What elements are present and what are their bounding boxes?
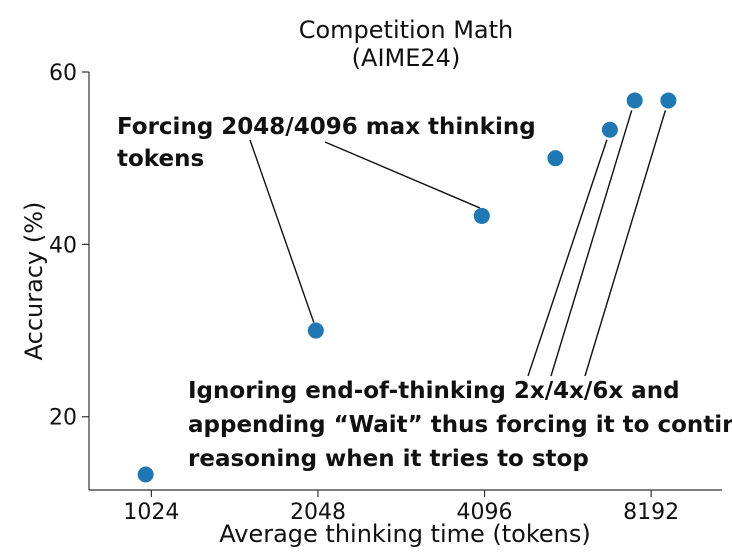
wait-leader-line [584, 110, 667, 377]
data-point [547, 150, 564, 167]
wait-leader-line [527, 139, 608, 377]
x-tick-label: 4096 [457, 500, 513, 525]
y-tick-label: 20 [49, 406, 77, 431]
annotation-wait: Ignoring end-of-thinking 2x/4x/6x and ap… [188, 378, 732, 472]
annotation-leader-lines [249, 110, 667, 377]
x-axis-label: Average thinking time (tokens) [219, 520, 591, 548]
x-tick-label: 2048 [290, 500, 346, 525]
annotation-wait-line-1: Ignoring end-of-thinking 2x/4x/6x and [188, 378, 680, 404]
annotation-forcing-line-2: tokens [117, 146, 204, 172]
data-point [137, 466, 154, 483]
data-point [473, 207, 490, 224]
y-axis-label: Accuracy (%) [20, 202, 48, 361]
chart-title-line-2: (AIME24) [352, 44, 461, 72]
wait-leader-line [550, 110, 633, 377]
forcing-leader-line [324, 141, 481, 209]
x-tick-label: 1024 [123, 500, 179, 525]
annotation-wait-line-2: appending “Wait” thus forcing it to cont… [188, 412, 732, 438]
chart-title-line-1: Competition Math [299, 16, 514, 44]
annotation-forcing-line-1: Forcing 2048/4096 max thinking [117, 114, 536, 140]
data-point [307, 322, 324, 339]
chart-title: Competition Math (AIME24) [299, 16, 514, 72]
scatter-points [137, 92, 677, 483]
x-axis-ticks: 1024 2048 4096 8192 [123, 490, 679, 525]
data-point [626, 92, 643, 109]
data-point [660, 92, 677, 109]
y-tick-label: 40 [49, 233, 77, 258]
data-point [601, 121, 618, 138]
annotation-forcing: Forcing 2048/4096 max thinking tokens [117, 114, 536, 172]
forcing-leader-line [249, 139, 315, 323]
x-tick-label: 8192 [623, 500, 679, 525]
y-tick-label: 60 [49, 61, 77, 86]
annotation-wait-line-3: reasoning when it tries to stop [188, 446, 589, 472]
y-axis-ticks: 20 40 60 [49, 61, 89, 431]
